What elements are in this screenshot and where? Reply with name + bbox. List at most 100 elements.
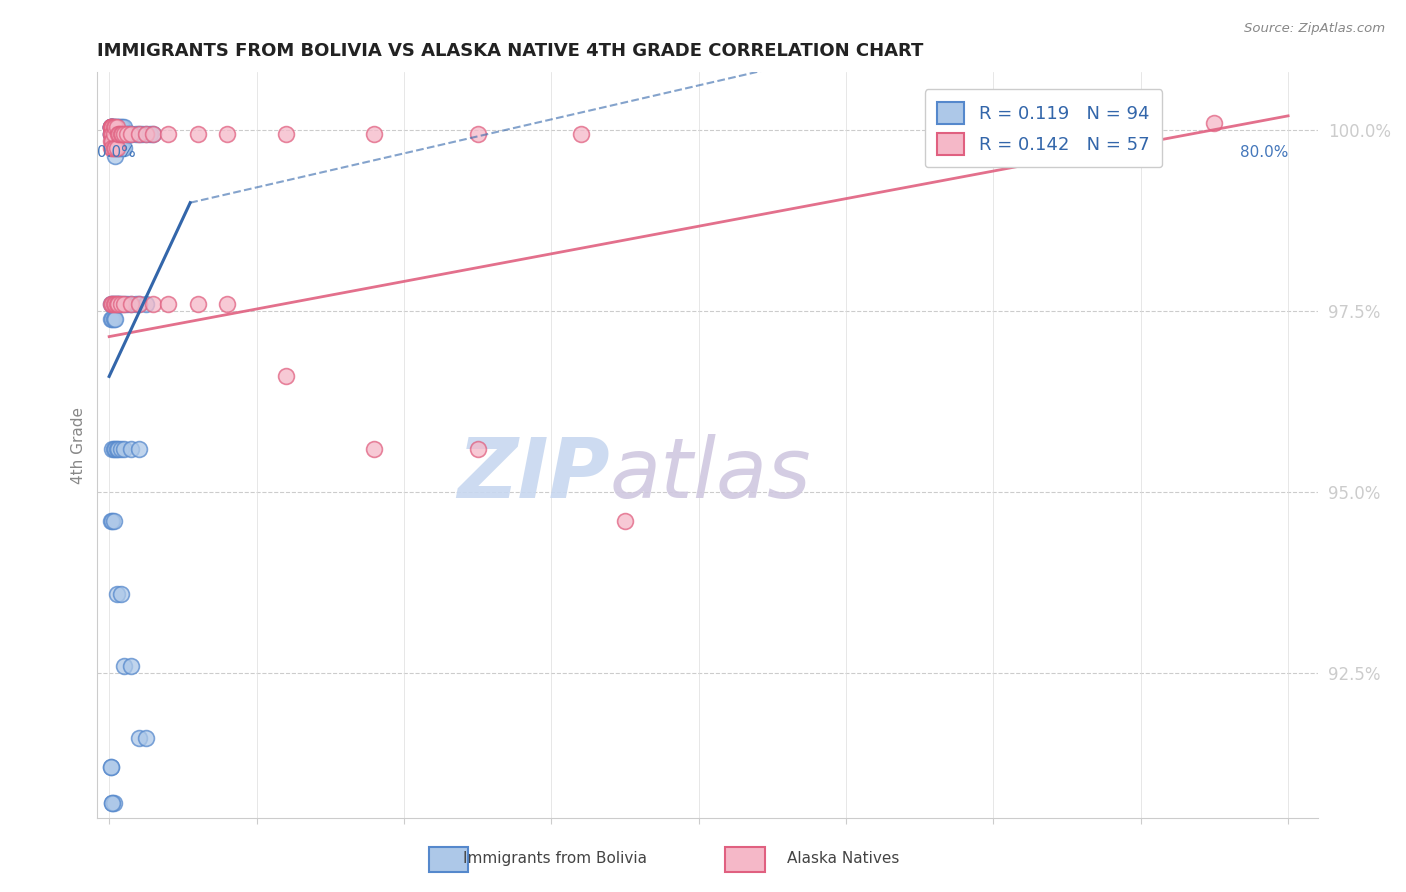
Point: [103, 120, 125, 134]
Point: [110, 586, 132, 600]
Point: [112, 127, 135, 141]
Point: [100, 760, 122, 774]
Point: [107, 120, 129, 134]
Text: IMMIGRANTS FROM BOLIVIA VS ALASKA NATIVE 4TH GRADE CORRELATION CHART: IMMIGRANTS FROM BOLIVIA VS ALASKA NATIVE…: [97, 42, 924, 60]
Point: [101, 120, 124, 134]
Point: [100, 120, 122, 134]
Point: [363, 127, 385, 141]
Point: [101, 120, 124, 134]
Point: [104, 141, 127, 155]
Point: [115, 127, 138, 141]
Point: [187, 127, 209, 141]
Point: [112, 120, 135, 134]
Point: [101, 297, 124, 311]
Point: [157, 297, 180, 311]
Point: [100, 297, 122, 311]
Point: [103, 311, 125, 326]
Point: [104, 442, 127, 456]
Point: [101, 127, 124, 141]
Point: [120, 127, 142, 141]
Point: [101, 120, 124, 134]
Point: [104, 120, 127, 134]
Text: Source: ZipAtlas.com: Source: ZipAtlas.com: [1244, 22, 1385, 36]
Point: [101, 127, 124, 141]
Point: [103, 127, 125, 141]
Point: [104, 141, 127, 155]
Point: [128, 127, 150, 141]
Point: [105, 127, 128, 141]
Point: [105, 120, 128, 134]
Point: [100, 120, 122, 134]
Point: [111, 127, 134, 141]
Point: [120, 442, 142, 456]
Point: [104, 149, 127, 163]
Point: [1204, 116, 1226, 130]
Point: [115, 127, 138, 141]
Point: [135, 731, 157, 746]
Point: [100, 120, 122, 134]
Point: [128, 297, 150, 311]
Point: [104, 311, 127, 326]
Point: [128, 442, 150, 456]
Point: [101, 120, 124, 134]
Point: [363, 442, 385, 456]
Point: [120, 659, 142, 673]
Point: [112, 297, 135, 311]
Point: [100, 120, 122, 134]
Point: [100, 120, 122, 134]
Point: [101, 120, 124, 134]
Point: [274, 127, 297, 141]
Point: [100, 120, 122, 134]
Point: [112, 659, 135, 673]
Point: [101, 297, 124, 311]
Point: [124, 297, 146, 311]
Point: [100, 760, 122, 774]
Point: [139, 127, 162, 141]
Point: [142, 127, 165, 141]
Point: [101, 141, 124, 155]
Legend: R = 0.119   N = 94, R = 0.142   N = 57: R = 0.119 N = 94, R = 0.142 N = 57: [925, 89, 1163, 168]
Point: [105, 297, 128, 311]
Point: [107, 297, 129, 311]
Point: [101, 797, 124, 811]
Point: [108, 127, 131, 141]
Point: [157, 127, 180, 141]
Point: [108, 120, 131, 134]
Point: [274, 369, 297, 384]
Point: [100, 120, 122, 134]
Point: [111, 141, 134, 155]
Point: [100, 120, 122, 134]
Point: [100, 127, 122, 141]
Point: [103, 442, 125, 456]
Point: [103, 127, 125, 141]
Text: Alaska Natives: Alaska Natives: [787, 851, 900, 865]
Point: [135, 127, 157, 141]
Point: [115, 297, 138, 311]
Point: [107, 127, 129, 141]
Point: [467, 127, 489, 141]
Point: [101, 442, 124, 456]
Point: [101, 514, 124, 528]
Point: [103, 127, 125, 141]
Point: [104, 297, 127, 311]
Point: [103, 297, 125, 311]
Point: [112, 141, 135, 155]
Point: [142, 127, 165, 141]
Point: [107, 141, 129, 155]
Point: [103, 141, 125, 155]
Point: [110, 297, 132, 311]
Point: [135, 127, 157, 141]
Point: [100, 134, 122, 148]
Point: [103, 797, 125, 811]
Point: [103, 514, 125, 528]
Text: 0.0%: 0.0%: [97, 145, 136, 160]
Point: [569, 127, 592, 141]
Point: [105, 586, 128, 600]
Point: [101, 127, 124, 141]
Point: [105, 120, 128, 134]
Y-axis label: 4th Grade: 4th Grade: [72, 407, 86, 483]
Point: [131, 127, 153, 141]
Point: [100, 141, 122, 155]
Point: [100, 127, 122, 141]
Point: [104, 297, 127, 311]
